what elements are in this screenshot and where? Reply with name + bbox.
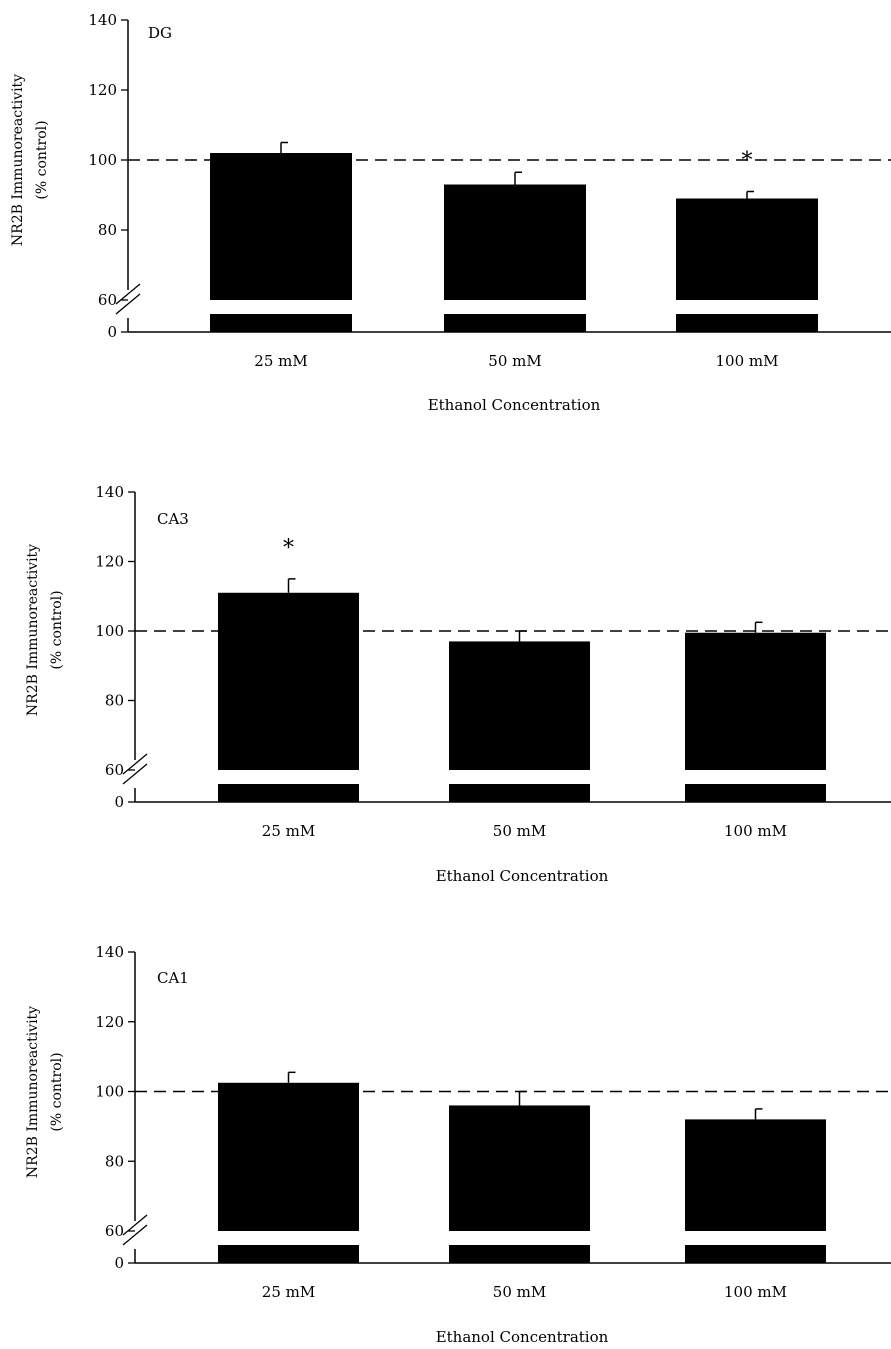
x-tick-label: 100 mM: [724, 822, 787, 840]
axis-break-mark: [115, 293, 141, 315]
significance-marker: *: [283, 536, 294, 561]
y-tick-label: 60: [98, 291, 117, 309]
bar-base: [685, 1245, 826, 1263]
bar: [218, 1082, 359, 1231]
y-tick-label: 120: [95, 553, 124, 571]
y-tick-label: 0: [107, 323, 117, 341]
y-tick-label: 100: [95, 1083, 124, 1101]
x-tick-label: 100 mM: [724, 1283, 787, 1301]
bar-base: [444, 314, 586, 332]
axis-break-mark: [122, 1214, 148, 1236]
y-axis-label: NR2B Immunoreactivity: [25, 544, 41, 716]
y-axis-label: NR2B Immunoreactivity: [25, 1006, 41, 1178]
y-tick-label: 140: [88, 11, 117, 29]
y-tick-label: 60: [105, 1222, 124, 1240]
bar: [218, 592, 359, 770]
bar-base: [449, 1245, 590, 1263]
significance-marker: *: [742, 149, 753, 174]
bar-base: [676, 314, 818, 332]
y-tick-label: 120: [88, 81, 117, 99]
x-axis-label: Ethanol Concentration: [436, 1328, 609, 1346]
bar: [685, 1119, 826, 1231]
bar: [676, 198, 818, 300]
panel-label: CA3: [157, 510, 189, 528]
y-tick-label: 80: [98, 221, 117, 239]
x-tick-label: 100 mM: [716, 352, 779, 370]
y-axis-label-unit: (% control): [34, 120, 50, 199]
bar-base: [210, 314, 352, 332]
x-tick-label: 25 mM: [262, 822, 315, 840]
y-axis-label-unit: (% control): [49, 1052, 65, 1131]
chart-panel-2: 0 60 80 100 120 140 * 25 mM 50 mM 100 mM CA3 Ethano…: [25, 483, 891, 885]
y-tick-label: 0: [114, 1254, 124, 1272]
chart-panel-1: 0 60 80 100 120 140 25 mM 50 mM * 100 mM DG Ethanol…: [10, 11, 891, 414]
panel-label: CA1: [157, 969, 189, 987]
bar-base: [218, 1245, 359, 1263]
x-tick-label: 50 mM: [488, 352, 541, 370]
x-tick-label: 50 mM: [493, 822, 546, 840]
bar: [449, 641, 590, 770]
axis-break-mark: [122, 1224, 148, 1246]
chart-panel-3: 0 60 80 100 120 140 25 mM 50 mM 100 mM CA1 Ethanol…: [25, 943, 891, 1346]
y-tick-label: 120: [95, 1013, 124, 1031]
y-tick-label: 0: [114, 793, 124, 811]
bar: [210, 153, 352, 300]
y-tick-label: 140: [95, 483, 124, 501]
y-tick-label: 60: [105, 761, 124, 779]
y-tick-label: 80: [105, 692, 124, 710]
bar: [685, 632, 826, 770]
y-axis-label: NR2B Immunoreactivity: [10, 74, 26, 246]
bar-base: [449, 784, 590, 802]
x-axis-label: Ethanol Concentration: [436, 867, 609, 885]
x-tick-label: 50 mM: [493, 1283, 546, 1301]
x-tick-label: 25 mM: [262, 1283, 315, 1301]
x-tick-label: 25 mM: [254, 352, 307, 370]
axis-break-mark: [122, 753, 148, 775]
bar-base: [685, 784, 826, 802]
y-axis-label-unit: (% control): [49, 590, 65, 669]
y-tick-label: 80: [105, 1152, 124, 1170]
y-tick-label: 100: [95, 622, 124, 640]
x-axis-label: Ethanol Concentration: [428, 396, 601, 414]
axis-break-mark: [115, 283, 141, 305]
bar: [449, 1105, 590, 1231]
axis-break-mark: [122, 763, 148, 785]
bar-base: [218, 784, 359, 802]
panel-label: DG: [148, 24, 172, 42]
y-tick-label: 140: [95, 943, 124, 961]
y-tick-label: 100: [88, 151, 117, 169]
bar: [444, 184, 586, 300]
